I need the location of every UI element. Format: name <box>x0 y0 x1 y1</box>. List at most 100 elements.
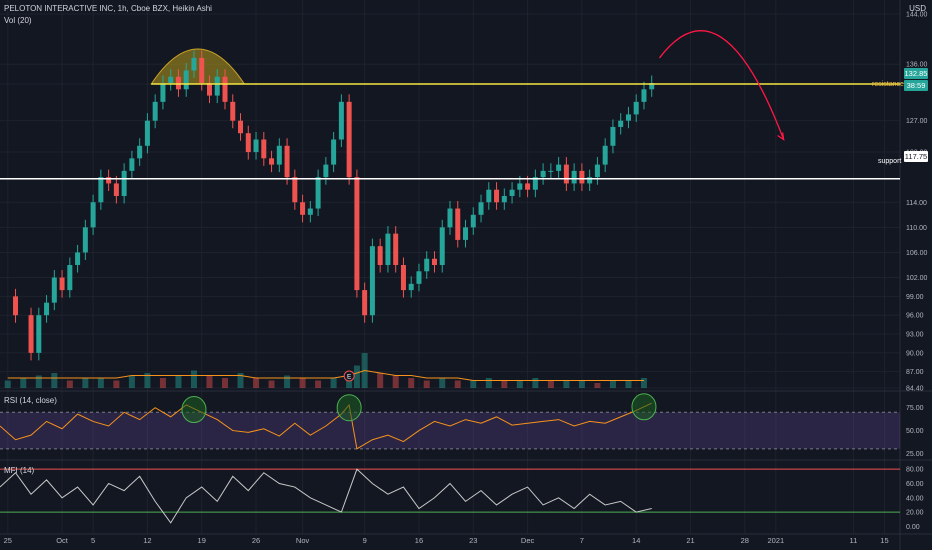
candle-body-82 <box>649 83 655 90</box>
time-tick-17: 15 <box>880 536 888 545</box>
candle-body-22 <box>183 70 189 90</box>
rsi-highlight-2 <box>631 393 657 421</box>
volume-bar-39 <box>594 383 601 388</box>
candle-body-52 <box>416 271 422 284</box>
volume-bar-16 <box>253 378 260 388</box>
volume-bar-40 <box>609 380 616 388</box>
candle-body-24 <box>199 57 205 84</box>
candle-body-58 <box>463 227 469 240</box>
candle-body-39 <box>315 177 321 209</box>
forecast-arrowhead <box>777 132 785 141</box>
price-tick-8: 110.00 <box>906 225 927 232</box>
candle-body-67 <box>532 177 538 190</box>
candle-body-38 <box>307 208 313 215</box>
candle-body-63 <box>501 195 507 203</box>
volume-bar-1 <box>20 378 27 388</box>
time-tick-11: 7 <box>580 536 584 545</box>
volume-bar-15 <box>237 373 244 388</box>
time-tick-1: Oct <box>56 536 69 545</box>
candle-body-35 <box>284 145 290 178</box>
volume-bar-19 <box>299 378 306 388</box>
volume-bar-11 <box>175 375 182 388</box>
volume-bar-26 <box>392 375 399 388</box>
candle-body-17 <box>144 120 150 146</box>
candle-body-10 <box>90 202 96 228</box>
candle-body-80 <box>633 101 639 115</box>
candle-body-42 <box>338 101 344 140</box>
candle-body-57 <box>455 208 461 240</box>
candle-body-43 <box>346 101 352 178</box>
price-tick-0: 84.40 <box>906 386 924 393</box>
volume-bar-0 <box>4 380 11 388</box>
candle-body-61 <box>486 189 492 203</box>
volume-bar-13 <box>206 375 213 388</box>
volume-bar-28 <box>423 380 430 388</box>
candle-body-27 <box>222 76 228 102</box>
price-tick-1: 87.00 <box>906 369 924 376</box>
price-tick-9: 114.00 <box>906 200 927 207</box>
candle-body-75 <box>594 164 600 178</box>
candle-body-66 <box>525 183 531 190</box>
candle-body-41 <box>331 139 337 165</box>
candle-body-11 <box>98 177 104 203</box>
volume-bar-36 <box>547 380 554 388</box>
volume-bar-42 <box>640 378 647 388</box>
volume-bar-8 <box>128 375 135 388</box>
volume-bar-9 <box>144 373 151 388</box>
candle-body-6 <box>59 277 65 291</box>
time-tick-0: 25 <box>4 536 12 545</box>
candle-body-81 <box>641 89 647 102</box>
candle-body-16 <box>137 145 143 159</box>
rsi-label: RSI (14, close) <box>4 396 57 405</box>
volume-bar-22 <box>346 375 353 388</box>
candle-body-18 <box>152 101 158 121</box>
time-tick-10: Dec <box>521 536 535 545</box>
candle-body-69 <box>548 170 554 172</box>
candle-body-30 <box>245 133 251 153</box>
time-tick-8: 16 <box>415 536 423 545</box>
volume-bar-3 <box>51 373 58 388</box>
volume-bar-5 <box>82 378 89 388</box>
time-tick-9: 23 <box>469 536 477 545</box>
support-label: support <box>878 158 902 165</box>
candle-body-60 <box>478 202 484 215</box>
candle-body-3 <box>36 315 42 353</box>
forecast-arrow <box>658 30 785 140</box>
candle-body-47 <box>377 246 383 266</box>
last-price-tag: 132.85 <box>904 68 928 79</box>
volume-bar-4 <box>66 380 73 388</box>
time-tick-5: 26 <box>252 536 260 545</box>
candle-body-78 <box>618 120 624 127</box>
volume-bar-6 <box>97 378 104 388</box>
candle-body-53 <box>424 258 430 272</box>
volume-bar-10 <box>159 378 166 388</box>
time-tick-6: Nov <box>296 536 310 545</box>
candle-body-26 <box>214 76 220 96</box>
mfi-line <box>0 468 652 524</box>
volume-bar-2 <box>35 375 42 388</box>
candle-body-46 <box>369 246 375 316</box>
rsi-band <box>0 412 900 449</box>
time-tick-13: 21 <box>686 536 694 545</box>
candle-body-79 <box>625 114 631 121</box>
volume-bar-17 <box>268 380 275 388</box>
candle-body-15 <box>129 158 135 171</box>
time-tick-7: 9 <box>363 536 367 545</box>
earnings-marker <box>343 370 355 382</box>
rsi-highlight-0 <box>181 396 207 424</box>
volume-bar-33 <box>501 380 508 388</box>
candle-body-19 <box>160 83 166 102</box>
volume-bar-21 <box>330 378 337 388</box>
candle-body-34 <box>276 145 282 165</box>
candle-body-12 <box>106 177 112 184</box>
volume-bar-37 <box>563 380 570 388</box>
candle-body-51 <box>408 283 414 291</box>
volume-bar-27 <box>408 378 415 388</box>
volume-bar-35 <box>532 378 539 388</box>
candle-body-32 <box>261 139 267 159</box>
price-tick-7: 106.00 <box>906 250 928 257</box>
volume-bar-38 <box>578 380 585 388</box>
candle-body-70 <box>556 164 562 171</box>
candle-body-54 <box>431 258 437 266</box>
